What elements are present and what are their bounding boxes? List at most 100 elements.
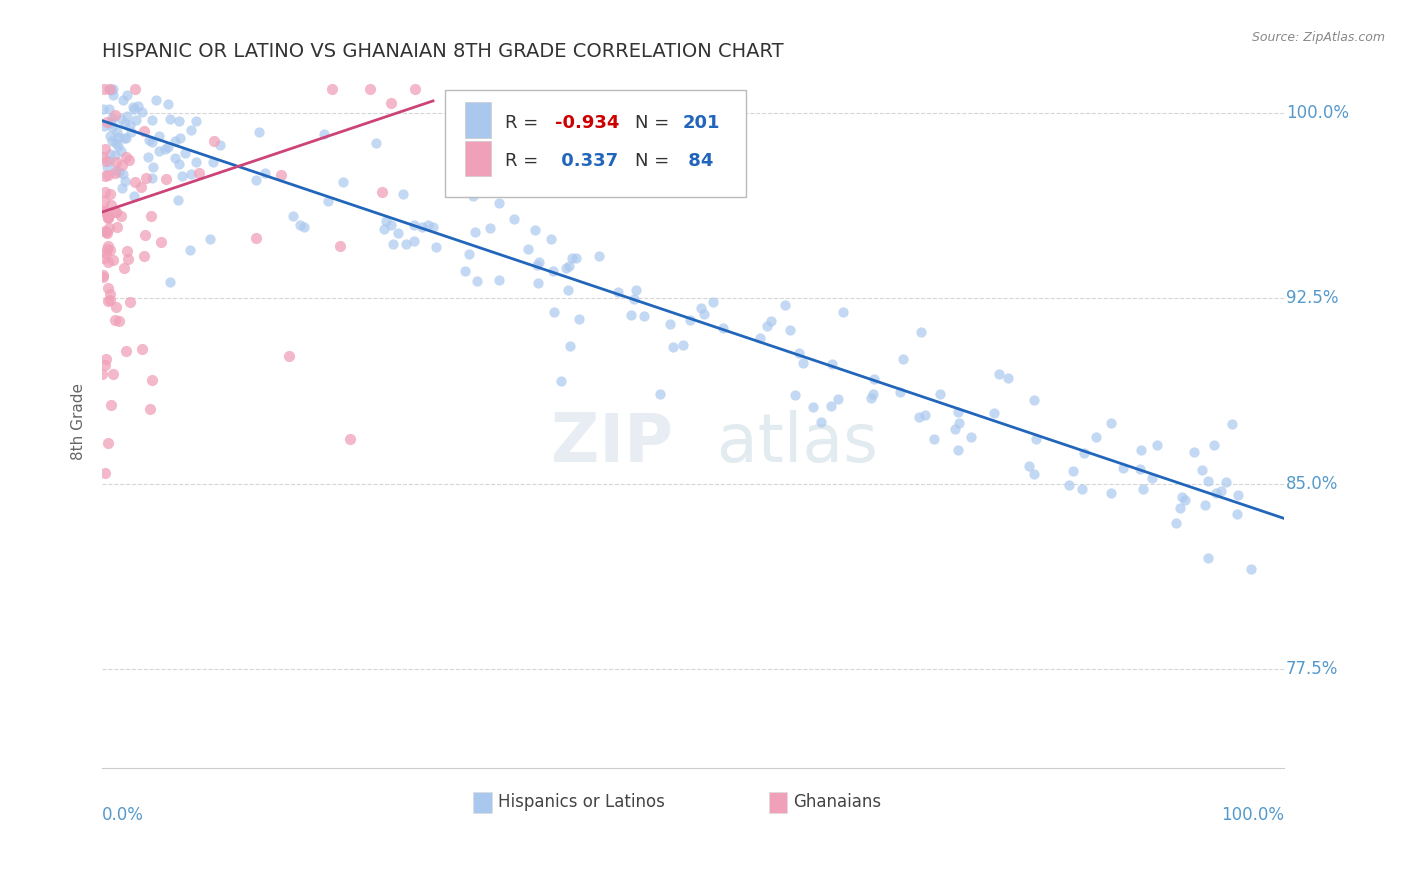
Point bbox=[1018, 458, 1040, 473]
Point bbox=[329, 239, 352, 253]
Point bbox=[1194, 498, 1216, 512]
Point bbox=[98, 128, 121, 143]
Point bbox=[1022, 467, 1045, 482]
Point bbox=[1197, 474, 1219, 488]
Point bbox=[1084, 430, 1107, 444]
Point bbox=[96, 242, 118, 256]
Point bbox=[125, 113, 148, 128]
Point bbox=[678, 313, 700, 327]
Point bbox=[1112, 461, 1135, 475]
Point bbox=[112, 93, 135, 107]
Point bbox=[91, 204, 114, 219]
Point bbox=[104, 148, 127, 162]
Text: 92.5%: 92.5% bbox=[1286, 290, 1339, 308]
Point bbox=[93, 251, 115, 265]
Point bbox=[387, 226, 409, 240]
Point bbox=[159, 112, 181, 126]
Point bbox=[105, 136, 128, 150]
Point bbox=[97, 210, 120, 224]
Point bbox=[101, 81, 124, 95]
Point bbox=[97, 153, 120, 168]
Point bbox=[124, 175, 146, 189]
Point bbox=[180, 123, 202, 137]
Point bbox=[943, 422, 966, 436]
Point bbox=[93, 204, 115, 219]
Point bbox=[693, 307, 716, 321]
Point bbox=[98, 81, 121, 95]
Point bbox=[702, 294, 724, 309]
Point bbox=[134, 124, 156, 138]
Point bbox=[278, 349, 301, 363]
Point bbox=[159, 276, 181, 290]
Point bbox=[775, 298, 797, 312]
Point bbox=[910, 325, 932, 339]
Point bbox=[104, 205, 127, 219]
Point bbox=[568, 311, 591, 326]
Point bbox=[1240, 561, 1263, 575]
Point bbox=[783, 388, 806, 402]
Point bbox=[148, 129, 170, 144]
Point bbox=[93, 466, 115, 480]
Point bbox=[98, 147, 121, 161]
Point bbox=[94, 358, 117, 372]
Point bbox=[120, 125, 142, 139]
Point bbox=[170, 169, 193, 184]
Point bbox=[131, 342, 153, 356]
Point bbox=[558, 259, 581, 273]
Point bbox=[129, 180, 152, 194]
Point bbox=[375, 214, 398, 228]
Point bbox=[101, 134, 124, 148]
Point bbox=[165, 151, 187, 165]
Point bbox=[141, 112, 163, 127]
Point bbox=[891, 351, 914, 366]
Point bbox=[179, 243, 201, 257]
FancyBboxPatch shape bbox=[465, 102, 491, 137]
Point bbox=[141, 135, 163, 149]
Point bbox=[416, 219, 439, 233]
Point bbox=[1071, 483, 1094, 497]
Point bbox=[756, 319, 779, 334]
Point bbox=[184, 113, 207, 128]
Point bbox=[110, 145, 132, 159]
Point bbox=[1211, 483, 1233, 498]
Point bbox=[787, 345, 810, 359]
Point bbox=[316, 194, 339, 209]
Point bbox=[558, 339, 581, 353]
Point bbox=[93, 81, 115, 95]
Text: Hispanics or Latinos: Hispanics or Latinos bbox=[498, 793, 665, 812]
Point bbox=[104, 313, 127, 327]
Point bbox=[97, 211, 120, 225]
Point bbox=[174, 146, 197, 161]
Text: N =: N = bbox=[636, 153, 675, 170]
Point bbox=[380, 95, 402, 110]
Point bbox=[91, 102, 114, 116]
Point bbox=[98, 286, 121, 301]
Point bbox=[114, 174, 136, 188]
Point bbox=[115, 130, 138, 145]
Point bbox=[749, 331, 772, 345]
Point bbox=[404, 81, 426, 95]
Point bbox=[108, 164, 131, 178]
Point bbox=[339, 432, 361, 446]
Point bbox=[97, 254, 120, 268]
Point bbox=[889, 384, 911, 399]
Point bbox=[135, 170, 157, 185]
Point bbox=[245, 231, 267, 245]
Point bbox=[827, 392, 849, 407]
Point bbox=[404, 234, 426, 248]
Point bbox=[118, 294, 141, 309]
Point bbox=[1205, 486, 1227, 500]
Point bbox=[810, 415, 832, 429]
Point bbox=[134, 249, 156, 263]
Point bbox=[380, 218, 402, 232]
Point bbox=[527, 254, 550, 268]
Point bbox=[98, 102, 121, 116]
Text: Ghanaians: Ghanaians bbox=[793, 793, 882, 812]
Point bbox=[94, 185, 117, 199]
Point bbox=[247, 125, 270, 139]
Point bbox=[1191, 463, 1213, 477]
Point bbox=[101, 252, 124, 267]
Point bbox=[633, 309, 655, 323]
Point bbox=[983, 406, 1005, 420]
Point bbox=[672, 338, 695, 352]
